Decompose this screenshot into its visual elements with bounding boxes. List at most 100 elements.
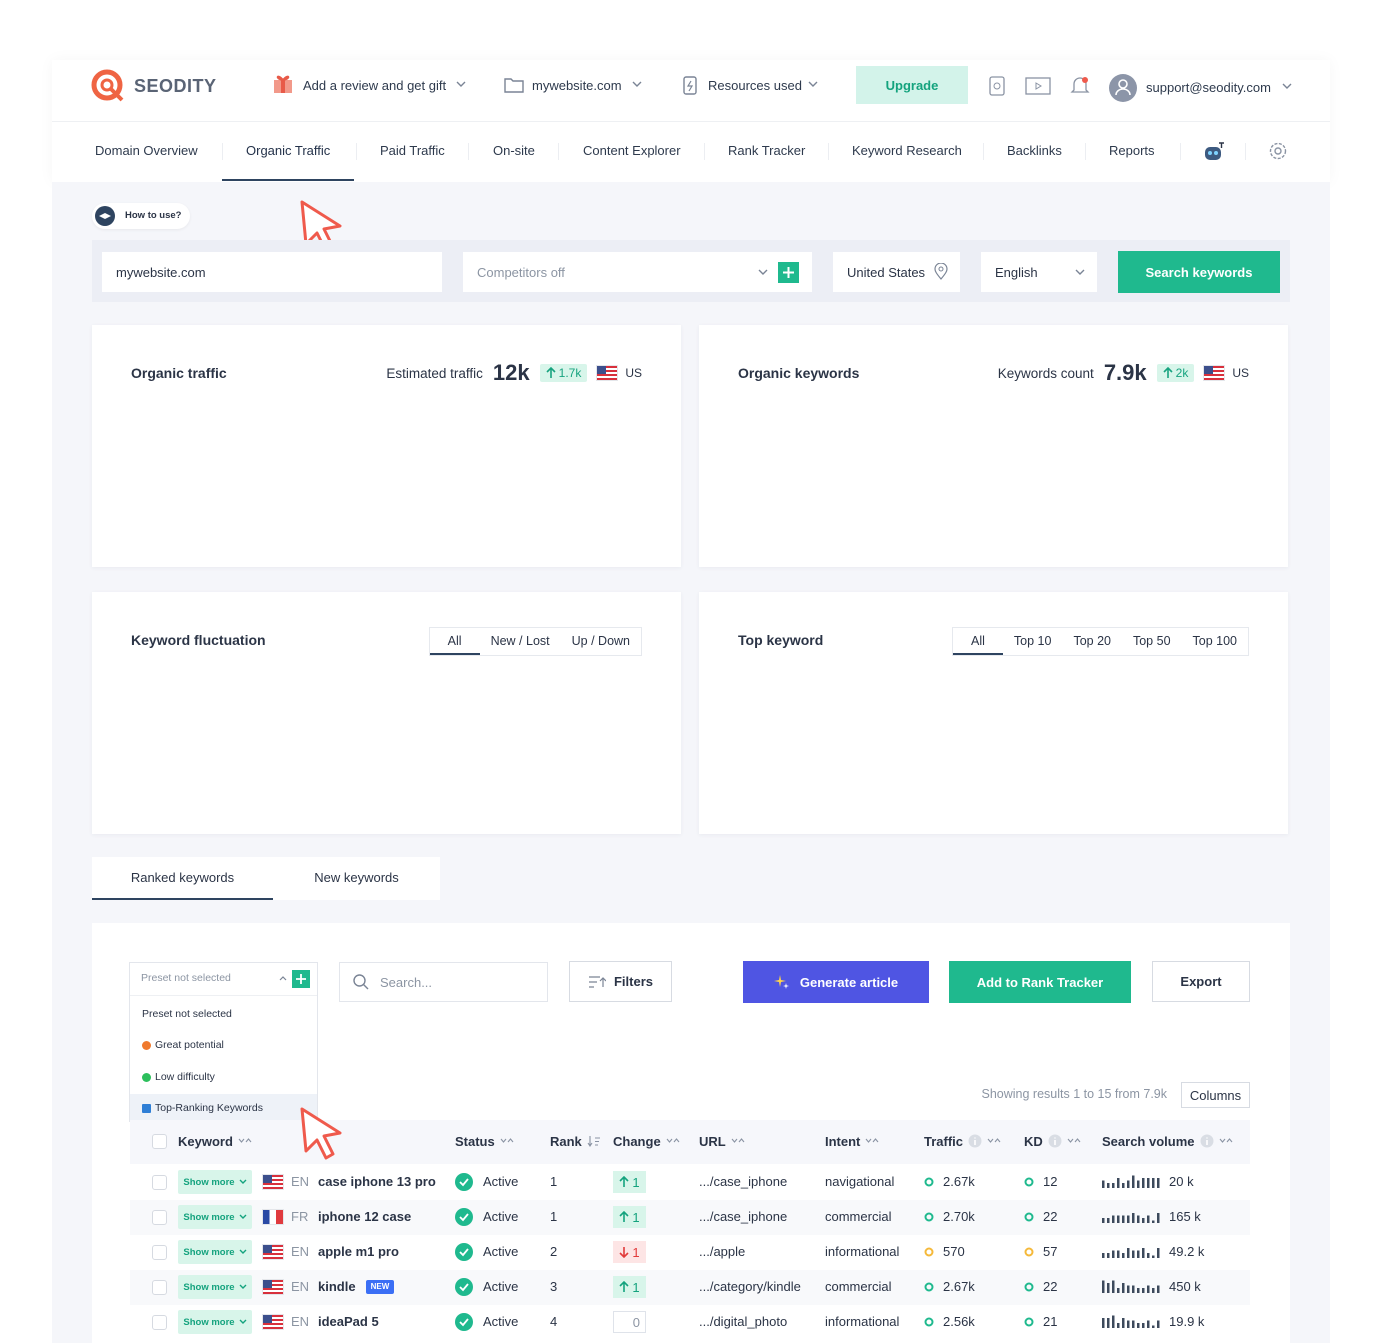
show-more-chip[interactable]: Show more xyxy=(178,1240,252,1264)
column-header[interactable]: Intent xyxy=(825,1132,879,1150)
trend-bar xyxy=(1132,1320,1135,1328)
settings-icon[interactable] xyxy=(1268,141,1288,161)
row-kd: 22 xyxy=(1043,1209,1058,1224)
resources-select[interactable]: Resources used xyxy=(708,78,802,93)
upgrade-button[interactable]: Upgrade xyxy=(856,66,968,104)
chevron-path xyxy=(239,1319,247,1324)
row-checkbox[interactable] xyxy=(152,1245,167,1260)
chart-tabs: All New / Lost Up / Down xyxy=(428,627,642,656)
select-all-checkbox[interactable] xyxy=(152,1134,167,1149)
row-url[interactable]: .../case_iphone xyxy=(699,1209,788,1224)
nav-item[interactable]: Keyword Research xyxy=(852,143,962,158)
row-status: Active xyxy=(483,1174,519,1189)
arrow-icon xyxy=(546,367,556,378)
column-header[interactable]: Keyword xyxy=(178,1132,252,1150)
metric-change-value: 1.7k xyxy=(558,366,582,380)
chart-tab[interactable]: Top 10 xyxy=(1013,634,1052,648)
row-url[interactable]: .../category/kindle xyxy=(699,1279,801,1294)
row-rank: 1 xyxy=(550,1174,558,1189)
show-more-chip[interactable]: Show more xyxy=(178,1310,252,1334)
filters-button[interactable]: Filters xyxy=(569,961,672,1002)
keyword-tab[interactable]: New keywords xyxy=(314,870,399,885)
column-header[interactable]: Traffic xyxy=(924,1132,1001,1150)
column-header[interactable]: Search volume xyxy=(1102,1132,1233,1150)
gift-link[interactable]: Add a review and get gift xyxy=(303,78,447,93)
chart-tab[interactable]: Top 50 xyxy=(1132,634,1171,648)
column-header[interactable]: Status xyxy=(455,1132,514,1150)
nav-item[interactable]: On-site xyxy=(493,143,535,158)
show-more-chip[interactable]: Show more xyxy=(178,1275,252,1299)
arrow-icon xyxy=(619,1247,629,1258)
add-competitor-button[interactable] xyxy=(778,262,799,283)
preset-option[interactable]: Top-Ranking Keywords xyxy=(142,1102,263,1114)
column-header-text: KD xyxy=(1024,1133,1043,1149)
column-header[interactable]: URL xyxy=(699,1132,745,1150)
row-stripe xyxy=(130,1200,1250,1235)
row-checkbox[interactable] xyxy=(152,1175,167,1190)
chart-tab[interactable]: Top 20 xyxy=(1073,634,1111,648)
nav-item[interactable]: Paid Traffic xyxy=(380,143,445,158)
preset-highlight xyxy=(130,1094,317,1121)
trend-bar xyxy=(1152,1255,1155,1258)
row-checkbox[interactable] xyxy=(152,1210,167,1225)
chart-tab[interactable]: Top 100 xyxy=(1192,634,1237,648)
row-url[interactable]: .../digital_photo xyxy=(699,1314,788,1329)
logo-text: SEODITY xyxy=(134,76,217,96)
search-input[interactable]: Search... xyxy=(339,962,548,1002)
chart-card: Organic keywords Keywords count 7.9k 2k US xyxy=(699,325,1288,567)
domain-select[interactable]: mywebsite.com xyxy=(532,78,622,93)
nav-item[interactable]: Domain Overview xyxy=(95,143,198,158)
chart-tab[interactable]: Up / Down xyxy=(571,634,630,648)
arrow-icon xyxy=(619,1211,629,1222)
nav-underline xyxy=(222,179,354,181)
row-checkbox[interactable] xyxy=(152,1315,167,1330)
column-header[interactable]: KD xyxy=(1024,1132,1081,1150)
nav-item[interactable]: Rank Tracker xyxy=(728,143,806,158)
keyword-tab[interactable]: Ranked keywords xyxy=(130,870,235,885)
sort-icon xyxy=(1219,1138,1232,1143)
chart-tab[interactable]: All xyxy=(953,628,1003,655)
row-traffic: 2.67k xyxy=(943,1279,975,1294)
chart-tab[interactable]: All xyxy=(429,628,480,655)
level-circle xyxy=(924,1177,934,1187)
domain-input[interactable]: mywebsite.com xyxy=(102,252,442,292)
generate-button[interactable]: Generate article xyxy=(743,961,929,1003)
preset-option[interactable]: Preset not selected xyxy=(142,1008,232,1020)
nav-item[interactable]: Backlinks xyxy=(1007,143,1062,158)
columns-button[interactable]: Columns xyxy=(1181,1082,1250,1108)
rank-tracker-button[interactable]: Add to Rank Tracker xyxy=(949,961,1131,1003)
icon-bell[interactable] xyxy=(1070,75,1090,97)
nav-item[interactable]: Organic Traffic xyxy=(246,143,331,158)
user-email[interactable]: support@seodity.com xyxy=(1146,80,1271,95)
trend-bar xyxy=(1132,1175,1135,1188)
country-flag xyxy=(597,366,618,380)
nav-item[interactable]: Content Explorer xyxy=(583,143,681,158)
sort-path xyxy=(1067,1138,1081,1143)
preset-icon xyxy=(142,1072,151,1082)
export-button[interactable]: Export xyxy=(1152,961,1250,1002)
row-url[interactable]: .../case_iphone xyxy=(699,1174,788,1189)
competitors-select[interactable]: Competitors off xyxy=(463,252,812,292)
show-more-chip[interactable]: Show more xyxy=(178,1205,252,1229)
add-preset-button[interactable] xyxy=(292,970,310,988)
country-select[interactable]: United States xyxy=(833,252,960,292)
chart-tab[interactable]: New / Lost xyxy=(490,634,550,648)
preset-option[interactable]: Great potential xyxy=(142,1039,224,1051)
row-checkbox[interactable] xyxy=(152,1280,167,1295)
preset-option[interactable]: Low difficulty xyxy=(142,1071,215,1083)
chart-card: Keyword fluctuation All New / Lost Up / Dow… xyxy=(92,592,681,834)
search-placeholder: Search... xyxy=(380,974,433,990)
nav-item[interactable]: Reports xyxy=(1109,143,1155,158)
status-circle xyxy=(455,1208,473,1226)
chevron xyxy=(758,269,768,275)
row-url[interactable]: .../apple xyxy=(699,1244,746,1259)
trend-bar xyxy=(1147,1253,1150,1258)
column-header[interactable]: Rank xyxy=(550,1132,601,1150)
status-icon xyxy=(455,1173,473,1191)
avatar[interactable] xyxy=(1108,73,1138,103)
change-value: 1 xyxy=(632,1279,640,1295)
robot-icon[interactable] xyxy=(1202,140,1226,162)
search-button[interactable]: Search keywords xyxy=(1118,251,1280,293)
column-header[interactable]: Change xyxy=(613,1132,680,1150)
show-more-chip[interactable]: Show more xyxy=(178,1170,252,1194)
